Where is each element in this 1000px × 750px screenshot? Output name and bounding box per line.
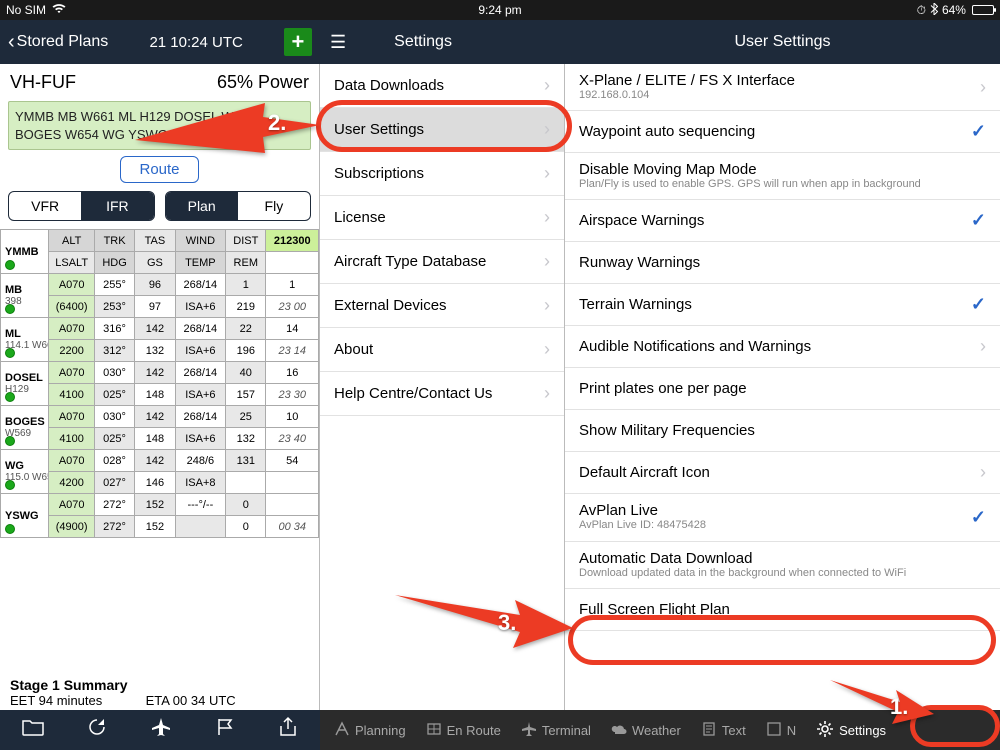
settings-title: Settings [394,33,452,51]
user-settings-row[interactable]: AvPlan LiveAvPlan Live ID: 48475428✓ [565,494,1000,541]
settings-list: Data Downloads›User Settings›Subscriptio… [320,64,564,416]
checkmark-icon: ✓ [971,507,986,528]
seg-fly[interactable]: Fly [238,192,310,220]
settings-row[interactable]: Aircraft Type Database› [320,240,564,284]
tab-planning[interactable]: Planning [326,721,414,740]
terminal-icon [521,721,537,740]
folder-icon[interactable] [22,718,44,742]
bluetooth-icon [930,3,938,18]
battery-icon [972,5,994,15]
tab-n[interactable]: N [758,721,804,740]
aircraft-reg[interactable]: VH-FUF [10,72,76,93]
weather-icon [611,721,627,740]
settings-row[interactable]: Subscriptions› [320,152,564,196]
ios-status-bar: No SIM 9:24 pm ⏱ 64% [0,0,1000,20]
new-plan-button[interactable]: + [284,28,312,56]
settings-row[interactable]: External Devices› [320,284,564,328]
user-settings-row[interactable]: X-Plane / ELITE / FS X Interface192.168.… [565,64,1000,111]
status-battery-pct: 64% [942,3,966,17]
status-time: 9:24 pm [335,3,664,17]
user-settings-row[interactable]: Print plates one per page [565,368,1000,410]
checkmark-icon: ✓ [971,210,986,231]
mode-segmented[interactable]: Plan Fly [165,191,312,221]
settings-row[interactable]: Data Downloads› [320,64,564,108]
power-setting[interactable]: 65% Power [217,72,309,93]
seg-plan[interactable]: Plan [166,192,238,220]
refresh-icon[interactable] [87,717,107,743]
checkmark-icon: ✓ [971,294,986,315]
app-tab-bar: PlanningEn RouteTerminalWeatherTextNSett… [320,710,1000,750]
settings-row[interactable]: User Settings› [320,108,564,152]
rules-segmented[interactable]: VFR IFR [8,191,155,221]
tab-settings[interactable]: Settings [808,720,894,741]
user-settings-row[interactable]: Runway Warnings [565,242,1000,284]
en route-icon [426,721,442,740]
flag-icon[interactable] [215,717,235,743]
tab-weather[interactable]: Weather [603,721,689,740]
alarm-icon: ⏱ [917,3,926,18]
plane-icon[interactable] [150,716,172,744]
user-settings-row[interactable]: Full Screen Flight Plan [565,589,1000,631]
checkmark-icon: ✓ [971,121,986,142]
tab-terminal[interactable]: Terminal [513,721,599,740]
user-settings-list: X-Plane / ELITE / FS X Interface192.168.… [565,64,1000,631]
status-carrier: No SIM [6,3,46,17]
chevron-right-icon: › [544,295,550,316]
chevron-right-icon: › [980,336,986,357]
planning-icon [334,721,350,740]
back-stored-plans[interactable]: ‹ Stored Plans [8,32,108,52]
chevron-right-icon: › [544,207,550,228]
chevron-left-icon: ‹ [8,32,15,52]
user-settings-row[interactable]: Disable Moving Map ModePlan/Fly is used … [565,153,1000,200]
user-settings-row[interactable]: Default Aircraft Icon› [565,452,1000,494]
user-settings-row[interactable]: Show Military Frequencies [565,410,1000,452]
tab-text[interactable]: Text [693,721,754,740]
chevron-right-icon: › [544,339,550,360]
user-settings-title: User Settings [734,33,830,51]
chevron-right-icon: › [544,75,550,96]
settings-row[interactable]: License› [320,196,564,240]
chevron-right-icon: › [980,77,986,98]
flight-plan-panel: VH-FUF 65% Power YMMB MB W661 ML H129 DO… [0,64,320,710]
settings-icon [816,720,834,741]
share-icon[interactable] [278,716,298,744]
user-settings-row[interactable]: Terrain Warnings✓ [565,284,1000,326]
user-settings-row[interactable]: Waypoint auto sequencing✓ [565,111,1000,153]
user-settings-row[interactable]: Airspace Warnings✓ [565,200,1000,242]
seg-vfr[interactable]: VFR [9,192,81,220]
route-button[interactable]: Route [120,156,198,183]
settings-row[interactable]: About› [320,328,564,372]
wifi-icon [52,3,66,17]
stage-summary: Stage 1 Summary EET 94 minutes ETA 00 34… [0,673,319,710]
settings-row[interactable]: Help Centre/Contact Us› [320,372,564,416]
user-settings-row[interactable]: Audible Notifications and Warnings› [565,326,1000,368]
chevron-right-icon: › [544,119,550,140]
tab-en-route[interactable]: En Route [418,721,509,740]
chevron-right-icon: › [544,251,550,272]
chevron-right-icon: › [544,163,550,184]
list-icon[interactable]: ☰ [330,32,344,53]
chevron-right-icon: › [544,383,550,404]
user-settings-row[interactable]: Automatic Data DownloadDownload updated … [565,542,1000,589]
seg-ifr[interactable]: IFR [81,192,153,220]
route-string[interactable]: YMMB MB W661 ML H129 DOSEL W569 BOGES W6… [8,101,311,150]
flight-plan-table[interactable]: YMMBALTTRKTASWINDDIST212300LSALTHDGGSTEM… [0,229,319,673]
n-icon [766,721,782,740]
chevron-right-icon: › [980,462,986,483]
text-icon [701,721,717,740]
plan-toolbar [0,710,320,750]
utc-clock: 21 10:24 UTC [149,34,242,51]
